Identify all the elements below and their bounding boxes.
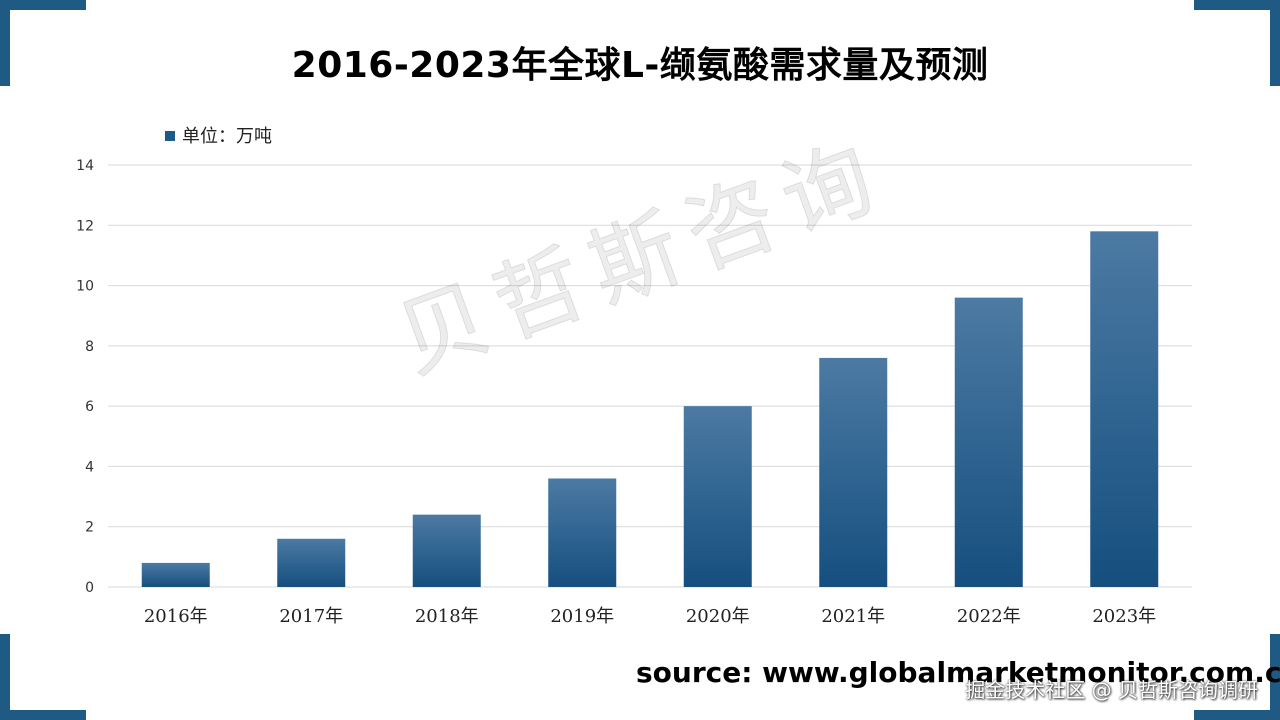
corner-bar-top-left-horizontal [0, 0, 86, 10]
bar-2020年 [683, 406, 752, 587]
x-tick-label: 2020年 [686, 606, 750, 627]
bar-2022年 [954, 297, 1023, 587]
x-axis-ticks: 2016年 2017年 2018年 2019年 2020年 2021年 2022年 2023年 [144, 606, 1156, 627]
bar-2021年 [819, 357, 888, 587]
legend-swatch [165, 131, 175, 141]
x-tick-label: 2021年 [821, 606, 885, 627]
x-tick-label: 2022年 [957, 606, 1021, 627]
y-tick-label: 4 [85, 459, 94, 475]
x-tick-label: 2023年 [1092, 606, 1156, 627]
bar-2018年 [412, 514, 481, 587]
y-tick-label: 12 [76, 218, 94, 234]
x-tick-label: 2017年 [279, 606, 343, 627]
legend-label: 单位：万吨 [182, 126, 272, 147]
source-text: source: www.globalmarketmonitor.com.cn [636, 656, 1280, 689]
corner-bar-bottom-left-horizontal [0, 710, 86, 720]
x-tick-label: 2018年 [415, 606, 479, 627]
bar-2019年 [548, 478, 617, 587]
watermark-bottom: 掘金技术社区 @ 贝哲斯咨询调研 [965, 678, 1258, 702]
y-tick-label: 14 [76, 158, 94, 174]
corner-bar-top-right-vertical [1270, 0, 1280, 86]
y-tick-label: 0 [85, 580, 94, 596]
corner-bar-top-left-vertical [0, 0, 10, 86]
y-tick-label: 10 [76, 279, 94, 295]
x-tick-label: 2016年 [144, 606, 208, 627]
corner-bar-bottom-right-vertical [1270, 634, 1280, 720]
y-tick-label: 8 [85, 339, 94, 355]
bar-2017年 [277, 538, 346, 587]
y-tick-label: 2 [85, 520, 94, 536]
chart-title: 2016-2023年全球L-缬氨酸需求量及预测 [291, 45, 989, 86]
corner-bar-bottom-right-horizontal [1194, 710, 1280, 720]
legend: 单位：万吨 [165, 126, 272, 147]
corner-bar-top-right-horizontal [1194, 0, 1280, 10]
y-tick-label: 6 [85, 399, 94, 415]
bar-chart: 0 2 4 6 8 10 12 14 2016年 2017年 2018年 2019年 2020年 202… [76, 126, 1192, 627]
bar-2023年 [1090, 231, 1159, 588]
bars [141, 231, 1159, 588]
y-axis-ticks: 0 2 4 6 8 10 12 14 [76, 158, 94, 596]
x-tick-label: 2019年 [550, 606, 614, 627]
corner-bar-bottom-left-vertical [0, 634, 10, 720]
bar-2016年 [141, 562, 210, 587]
